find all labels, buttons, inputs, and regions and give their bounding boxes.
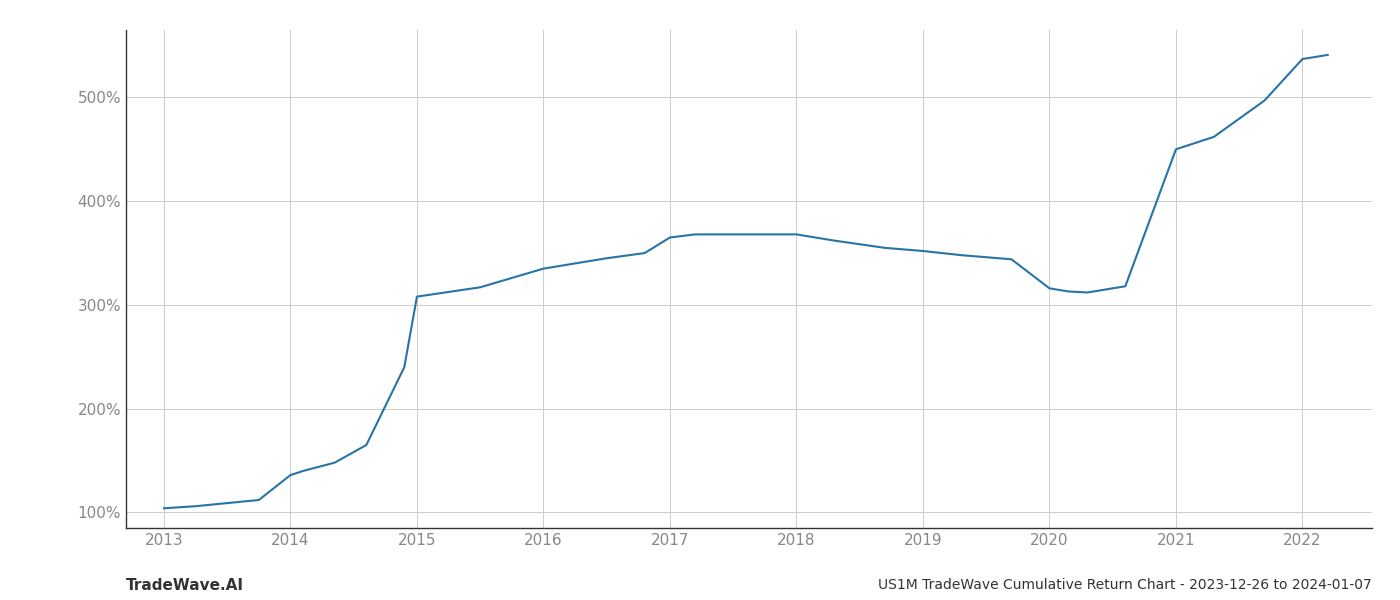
Text: TradeWave.AI: TradeWave.AI [126,578,244,593]
Text: US1M TradeWave Cumulative Return Chart - 2023-12-26 to 2024-01-07: US1M TradeWave Cumulative Return Chart -… [878,578,1372,592]
